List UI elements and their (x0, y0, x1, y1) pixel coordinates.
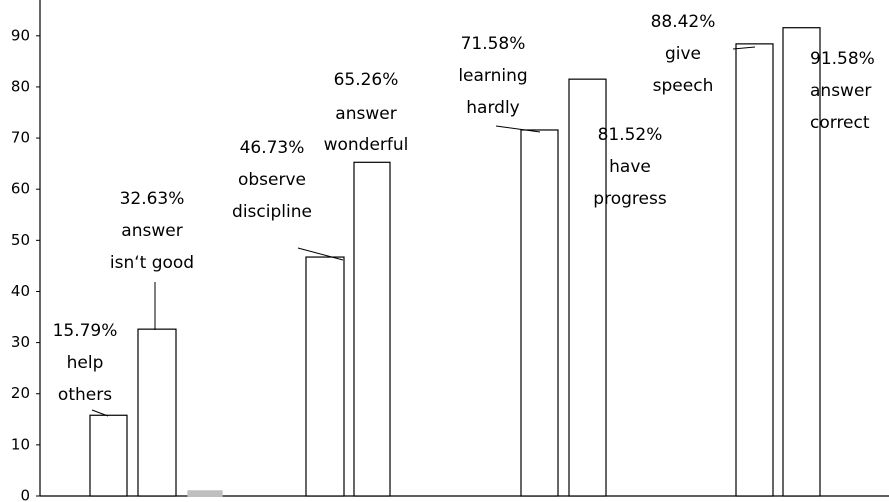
annotation: progress (593, 189, 667, 209)
y-tick-label: 40 (11, 282, 30, 300)
annotation: have (609, 157, 651, 177)
annotation: correct (810, 113, 870, 133)
bar (187, 490, 223, 497)
annotation: observe (238, 170, 306, 190)
annotation: help (67, 353, 104, 373)
value-label: 81.52% (598, 125, 663, 145)
bar (89, 414, 128, 497)
value-label: 32.63% (120, 189, 185, 209)
bar (353, 161, 391, 497)
y-tick-label: 20 (11, 384, 30, 402)
bar (568, 78, 607, 497)
annotation: isn‘t good (110, 253, 194, 273)
y-tick-label: 90 (11, 26, 30, 44)
bar (137, 328, 177, 497)
y-tick-label: 50 (11, 231, 30, 249)
y-tick-label: 60 (11, 180, 30, 198)
annotation: answer (810, 81, 871, 101)
annotation: discipline (232, 202, 312, 222)
value-label: 15.79% (53, 321, 118, 341)
annotation: give (665, 44, 701, 64)
annotation: learning (458, 66, 527, 86)
bar (735, 43, 774, 497)
annotation: hardly (466, 98, 519, 118)
value-label: 91.58% (810, 49, 875, 69)
value-label: 46.73% (240, 138, 305, 158)
annotation: others (58, 385, 112, 405)
leader-line (91, 409, 109, 417)
y-tick-label: 30 (11, 333, 30, 351)
y-tick-label: 0 (20, 487, 30, 502)
annotation: wonderful (324, 135, 409, 155)
y-tick-label: 10 (11, 435, 30, 453)
value-label: 88.42% (651, 12, 716, 32)
annotation: speech (653, 76, 714, 96)
bar (782, 27, 821, 497)
value-label: 71.58% (461, 34, 526, 54)
annotation: answer (335, 104, 396, 124)
leader-line (732, 46, 756, 50)
annotation: answer (121, 221, 182, 241)
bar (305, 256, 345, 497)
leader-line (297, 247, 344, 261)
value-label: 65.26% (334, 70, 399, 90)
bar (520, 129, 559, 497)
leader-line (495, 125, 541, 133)
y-tick-label: 80 (11, 77, 30, 95)
y-tick-label: 70 (11, 129, 30, 147)
